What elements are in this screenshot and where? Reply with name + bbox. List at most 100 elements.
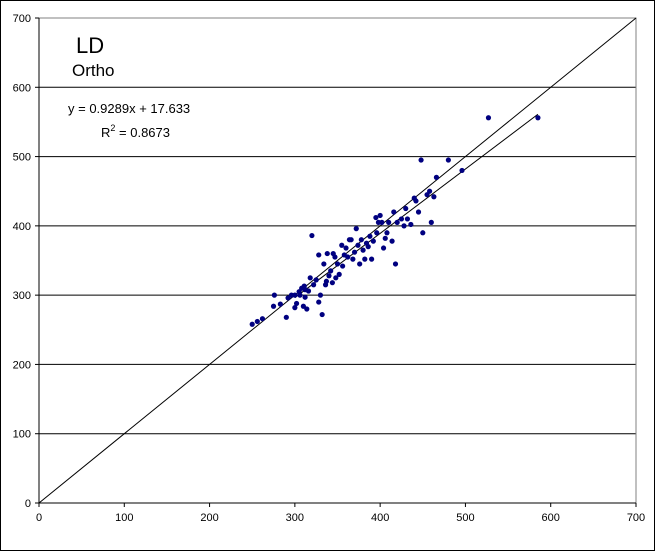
data-point-6: [283, 314, 289, 320]
data-point-49: [360, 247, 366, 253]
data-point-21: [311, 282, 317, 288]
data-point-18: [305, 288, 312, 294]
data-point-75: [420, 230, 426, 236]
data-point-79: [431, 194, 437, 200]
y-tick-label-100: 100: [13, 429, 31, 441]
data-point-48: [358, 237, 364, 243]
data-point-36: [336, 271, 342, 277]
data-point-22: [313, 277, 319, 283]
data-point-39: [343, 245, 349, 251]
y-tick-label-0: 0: [25, 498, 31, 510]
data-point-54: [369, 256, 375, 262]
data-point-62: [386, 219, 392, 225]
y-tick-label-400: 400: [13, 221, 31, 233]
data-point-0: [249, 321, 255, 327]
y-tick-label-600: 600: [13, 82, 31, 94]
lines-layer: [38, 17, 637, 504]
data-point-19: [307, 275, 313, 281]
data-point-90: [373, 214, 379, 221]
trendline: [294, 113, 539, 299]
data-point-60: [380, 245, 387, 251]
data-point-82: [459, 167, 465, 174]
data-point-86: [302, 294, 308, 300]
chart-title: LD: [76, 33, 104, 58]
y-tick-label-300: 300: [13, 290, 31, 302]
data-point-3: [270, 303, 277, 309]
data-point-44: [351, 249, 358, 255]
data-point-56: [374, 230, 380, 236]
identity-line: [38, 17, 637, 504]
x-tick-label-700: 700: [627, 512, 645, 524]
data-point-81: [445, 157, 451, 163]
data-point-91: [382, 235, 388, 241]
data-point-1: [254, 318, 260, 325]
axis-layer: [38, 17, 637, 504]
data-point-45: [353, 226, 359, 232]
data-point-92: [403, 205, 409, 212]
x-tick-label-600: 600: [542, 512, 560, 524]
data-point-77: [427, 188, 433, 194]
data-point-84: [535, 115, 541, 121]
data-point-9: [292, 305, 298, 311]
data-point-43: [350, 256, 356, 262]
x-tick-label-200: 200: [200, 512, 218, 524]
data-point-40: [345, 254, 351, 260]
data-point-28: [323, 278, 330, 284]
data-point-70: [408, 221, 414, 228]
x-tick-label-400: 400: [371, 512, 389, 524]
x-tick-label-300: 300: [286, 512, 304, 524]
data-point-26: [321, 261, 327, 267]
data-point-35: [334, 261, 341, 267]
data-point-17: [304, 306, 310, 312]
data-point-52: [365, 244, 371, 250]
x-tick-label-0: 0: [36, 512, 42, 524]
data-point-30: [326, 273, 332, 279]
data-point-25: [319, 311, 325, 318]
data-point-64: [391, 209, 397, 215]
data-point-89: [340, 263, 346, 269]
y-tick-label-200: 200: [13, 359, 31, 371]
x-tick-label-500: 500: [456, 512, 474, 524]
data-point-85: [292, 292, 298, 298]
data-point-59: [379, 219, 385, 225]
data-point-23: [316, 299, 322, 305]
data-point-24: [317, 292, 324, 298]
points-layer: [249, 115, 541, 327]
data-point-50: [362, 256, 368, 262]
data-point-87: [316, 252, 322, 258]
data-point-66: [394, 219, 400, 225]
x-tick-label-100: 100: [115, 512, 133, 524]
data-point-42: [348, 237, 354, 243]
data-point-67: [398, 216, 405, 222]
y-tick-label-500: 500: [13, 152, 31, 164]
data-point-33: [332, 254, 338, 260]
ticks-layer: 0 100 200 300 400 500 600 700 0 100 200 300 400 500 60…: [13, 13, 646, 524]
data-point-47: [357, 261, 363, 267]
grid-layer: [39, 17, 636, 435]
data-point-88: [329, 280, 335, 286]
r-squared-label: R2 = 0.8673: [101, 123, 170, 140]
data-point-65: [392, 261, 399, 267]
data-point-53: [367, 233, 373, 239]
data-point-46: [355, 242, 361, 248]
regression-equation: y = 0.9289x + 17.633: [68, 101, 190, 116]
data-point-68: [401, 223, 407, 229]
data-point-5: [277, 301, 283, 307]
data-point-10: [293, 300, 300, 307]
data-point-37: [339, 242, 345, 248]
data-point-4: [271, 292, 277, 298]
data-point-73: [415, 209, 422, 215]
y-tick-label-700: 700: [13, 13, 31, 25]
data-point-80: [433, 174, 440, 180]
data-point-31: [328, 268, 334, 274]
data-point-69: [404, 216, 411, 222]
data-point-12: [297, 292, 303, 298]
data-point-83: [485, 115, 492, 121]
data-point-55: [370, 238, 376, 244]
chart-subtitle: Ortho: [72, 61, 115, 80]
data-point-74: [418, 157, 424, 163]
data-point-29: [324, 250, 330, 257]
data-point-78: [428, 219, 434, 225]
